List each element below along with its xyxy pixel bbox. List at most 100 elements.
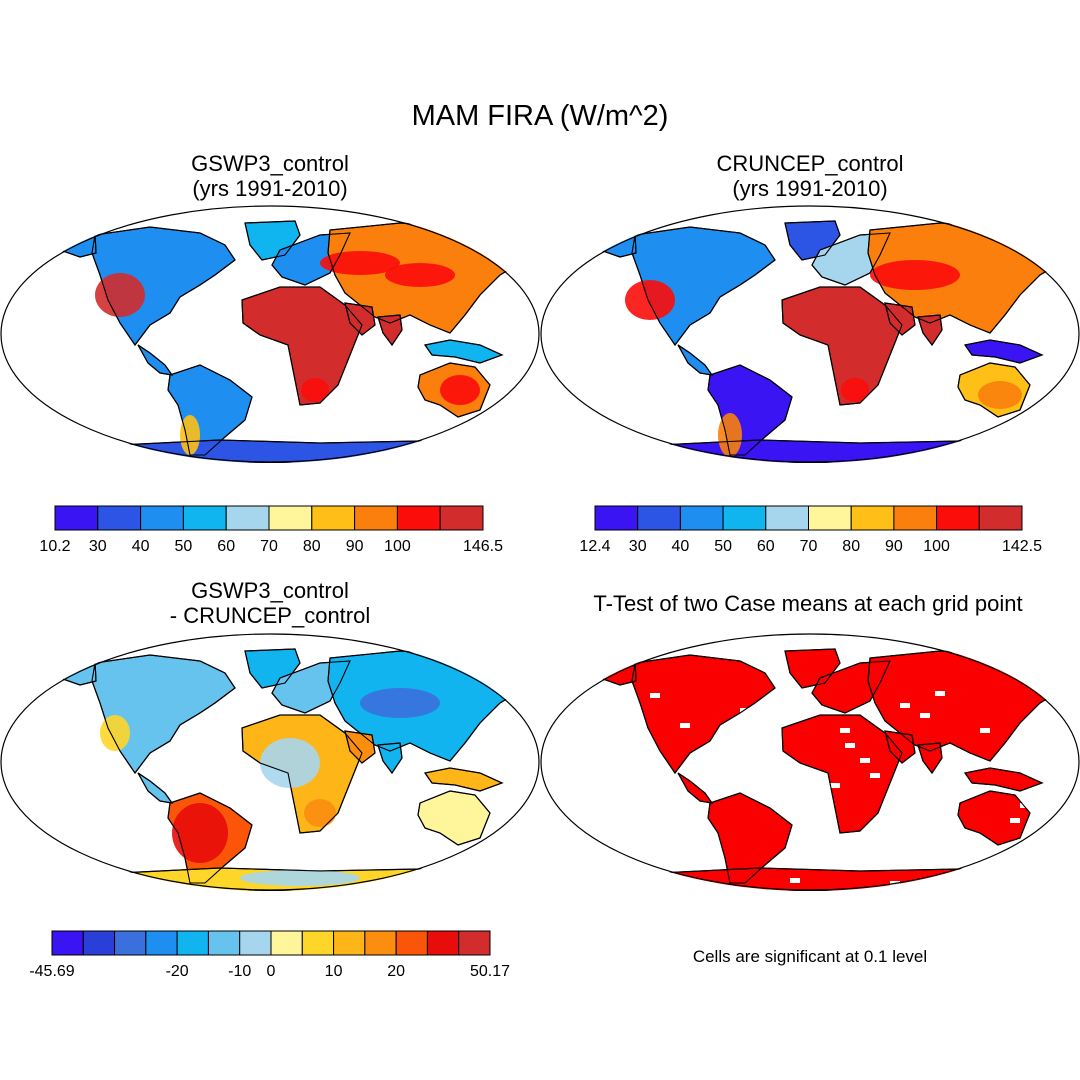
colorbar-tick-label: 60 [217, 538, 235, 555]
colorbar-tick-label: 100 [923, 538, 950, 555]
colorbar-tick-label: 50 [175, 538, 193, 555]
field-patch-gswp3 [301, 378, 329, 402]
field-patch-gswp3 [385, 263, 455, 287]
colorbar-gswp3: 10.2 30 40 50 60 70 80 90 100 146.5 [39, 505, 503, 555]
field-patch-diff [172, 803, 228, 863]
colorbar-tick-label: 20 [387, 963, 405, 980]
map-fill-ttest [569, 648, 1066, 891]
colorbar-swatch [722, 505, 767, 531]
colorbar-swatch [594, 505, 639, 531]
field-patch-gswp3 [95, 273, 145, 317]
colorbar-swatch [97, 505, 142, 531]
map-border-diff [0, 633, 540, 891]
colorbar-swatch [808, 505, 852, 531]
colorbar-tick-label: 80 [303, 538, 321, 555]
colorbar-swatch [395, 930, 428, 956]
colorbar-swatch [82, 930, 116, 956]
colorbar-swatch [850, 505, 895, 531]
colorbar-swatch [268, 505, 313, 531]
colorbar-tick-label: -45.69 [29, 963, 74, 980]
land-na-diff [59, 654, 236, 804]
colorbar-swatch [354, 505, 398, 531]
nonsignificant-cell [740, 708, 750, 713]
field-patch-cruncep [978, 381, 1022, 409]
colorbar-tick-label: 10 [325, 963, 343, 980]
colorbar-tick-label: 50 [714, 538, 732, 555]
nonsignificant-cell [1010, 818, 1020, 823]
colorbar-cruncep: 12.4 30 40 50 60 70 80 90 100 142.5 [579, 505, 1042, 555]
colorbar-tick-label: 146.5 [463, 538, 503, 555]
colorbar-swatch [311, 505, 356, 531]
field-patch-cruncep [870, 260, 960, 290]
colorbar-swatch [364, 930, 397, 956]
map-panel-gswp3 [0, 205, 540, 463]
nonsignificant-cell [980, 728, 990, 733]
colorbar-swatch [225, 505, 270, 531]
significance-note: Cells are significant at 0.1 level [692, 947, 928, 966]
map-border-gswp3 [0, 205, 540, 463]
colorbar-swatch [207, 930, 241, 956]
colorbar-tick-label: 60 [757, 538, 775, 555]
field-patch-gswp3 [265, 300, 335, 330]
field-patch-diff [240, 870, 360, 886]
field-patch-gswp3 [320, 251, 400, 275]
colorbar-swatch [893, 505, 938, 531]
field-patch-cruncep [718, 413, 742, 457]
nonsignificant-cell [840, 728, 850, 733]
figure-title: MAM FIRA (W/m^2) [411, 100, 669, 132]
colorbar-tick-label: 100 [384, 538, 411, 555]
colorbar-swatch [458, 930, 491, 956]
panel-title-gswp3: GSWP3_control (yrs 1991-2010) [191, 151, 349, 201]
colorbar-tick-label: 30 [89, 538, 107, 555]
panel-title-ttest: T-Test of two Case means at each grid po… [593, 591, 1023, 616]
land-na-ttest [599, 654, 776, 804]
nonsignificant-cell [680, 723, 690, 728]
colorbar-swatch [765, 505, 809, 531]
colorbar-swatch [978, 505, 1023, 531]
colorbar-swatch [145, 930, 178, 956]
colorbar-tick-label: 50.17 [470, 963, 510, 980]
colorbar-swatch [54, 505, 99, 531]
colorbar-tick-label: 10.2 [39, 538, 70, 555]
colorbar-swatch [333, 930, 366, 956]
field-patch-cruncep [841, 378, 869, 402]
nonsignificant-cell [995, 763, 1005, 768]
colorbar-swatch [679, 505, 724, 531]
map-fill-cruncep [569, 220, 1066, 463]
colorbar-diff: -45.69 -20 -10 0 10 20 50.17 [29, 930, 510, 980]
colorbar-tick-label: 90 [885, 538, 903, 555]
map-border-cruncep [540, 205, 1080, 463]
colorbar-tick-label: 40 [672, 538, 690, 555]
map-border-ttest [540, 633, 1080, 891]
colorbar-swatch [637, 505, 681, 531]
field-patch-gswp3 [440, 375, 480, 405]
colorbar-tick-label: -20 [166, 963, 189, 980]
colorbar-tick-label: -10 [228, 963, 251, 980]
colorbar-swatch [114, 930, 147, 956]
colorbar-swatch [51, 930, 84, 956]
nonsignificant-cell [935, 691, 945, 696]
nonsignificant-cell [960, 879, 970, 884]
field-patch-diff [100, 715, 130, 751]
colorbar-tick-label: 12.4 [579, 538, 610, 555]
field-patch-gswp3 [180, 415, 200, 455]
field-patch-diff [304, 799, 336, 827]
colorbar-tick-label: 30 [629, 538, 647, 555]
colorbar-tick-label: 70 [260, 538, 278, 555]
nonsignificant-cell [950, 753, 960, 758]
nonsignificant-cell [870, 773, 880, 778]
land-an-cruncep [569, 439, 1061, 463]
map-fill-diff [29, 648, 526, 891]
panel-title-diff: GSWP3_control - CRUNCEP_control [169, 578, 371, 628]
map-fill-gswp3 [29, 220, 526, 463]
nonsignificant-cell [650, 693, 660, 698]
colorbar-swatch [439, 505, 484, 531]
map-panel-cruncep [540, 205, 1080, 463]
nonsignificant-cell [790, 878, 800, 883]
colorbar-swatch [239, 930, 272, 956]
nonsignificant-cell [830, 783, 840, 788]
map-panel-diff [0, 633, 540, 891]
colorbar-swatch [270, 930, 303, 956]
colorbar-swatch [176, 930, 209, 956]
